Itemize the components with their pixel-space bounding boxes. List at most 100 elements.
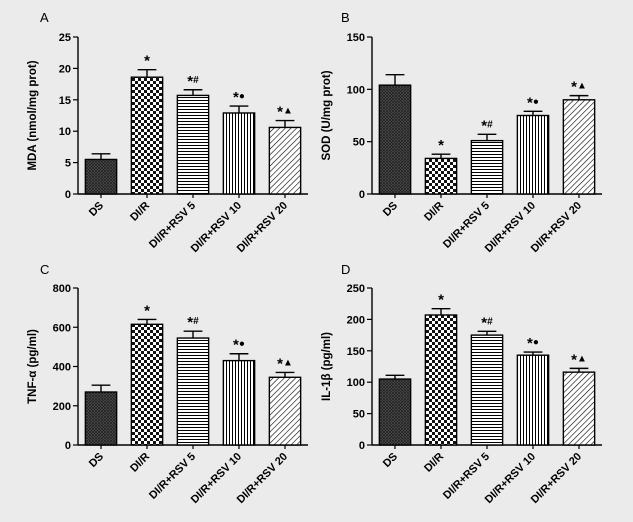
significance-star: *	[277, 355, 283, 372]
significance-symbol: ●	[239, 339, 245, 350]
panel-label: C	[40, 262, 49, 277]
significance-star: *	[144, 302, 150, 319]
significance-label: *●	[527, 335, 539, 352]
y-axis-title: TNF-α (pg/ml)	[27, 329, 39, 404]
category-label: DS	[87, 200, 106, 219]
significance-star: *	[233, 337, 239, 354]
bar	[130, 76, 164, 195]
category-label: DS	[381, 451, 400, 470]
bar	[268, 376, 302, 446]
y-tick-label: 50	[353, 409, 365, 421]
bar	[424, 157, 458, 195]
significance-symbol: ▲	[577, 81, 587, 92]
category-label: DI/R	[422, 451, 446, 475]
significance-symbol: #	[487, 119, 493, 130]
y-axis-title: MDA (nmol/mg prot)	[27, 60, 39, 170]
y-axis-title: SOD (U/mg prot)	[321, 70, 333, 160]
bar	[176, 94, 210, 195]
significance-symbol: ●	[533, 337, 539, 348]
y-tick-label: 800	[53, 283, 71, 295]
significance-symbol: #	[193, 316, 199, 327]
significance-star: *	[187, 73, 193, 90]
y-tick-label: 400	[53, 362, 71, 374]
significance-star: *	[527, 335, 533, 352]
significance-label: *●	[233, 337, 245, 354]
significance-label: *	[144, 53, 150, 70]
y-axis-title: IL-1β (pg/ml)	[321, 332, 333, 401]
category-label: DS	[381, 200, 400, 219]
y-tick-label: 200	[53, 401, 71, 413]
bar	[516, 114, 550, 195]
significance-symbol: ●	[239, 91, 245, 102]
panel-label: B	[341, 10, 350, 25]
significance-symbol: ●	[533, 96, 539, 107]
y-tick-label: 10	[59, 126, 71, 138]
significance-label: *#	[187, 73, 199, 90]
bar	[424, 314, 458, 446]
panel-label: D	[341, 262, 350, 277]
y-tick-label: 150	[347, 346, 365, 358]
significance-star: *	[527, 94, 533, 111]
significance-star: *	[277, 104, 283, 121]
significance-symbol: ▲	[283, 106, 293, 117]
y-tick-label: 0	[65, 440, 71, 452]
y-tick-label: 15	[59, 95, 71, 107]
significance-star: *	[438, 292, 444, 309]
significance-star: *	[187, 314, 193, 331]
significance-star: *	[571, 79, 577, 96]
bar	[516, 354, 550, 446]
y-tick-label: 600	[53, 322, 71, 334]
bar	[470, 139, 504, 195]
significance-symbol: #	[193, 75, 199, 86]
category-label: DI/R+RSV 5	[147, 451, 198, 502]
significance-symbol: #	[487, 316, 493, 327]
category-label: DI/R+RSV 5	[441, 200, 492, 251]
significance-star: *	[481, 117, 487, 134]
significance-label: *●	[233, 89, 245, 106]
bar	[562, 371, 596, 446]
significance-label: *#	[481, 314, 493, 331]
significance-star: *	[481, 314, 487, 331]
category-label: DI/R	[128, 200, 152, 224]
significance-star: *	[233, 89, 239, 106]
bar	[470, 334, 504, 446]
bar	[84, 391, 118, 446]
significance-label: *#	[187, 314, 199, 331]
y-tick-label: 150	[347, 32, 365, 44]
y-tick-label: 50	[353, 137, 365, 149]
y-tick-label: 0	[65, 189, 71, 201]
bar	[84, 158, 118, 195]
significance-label: *#	[481, 117, 493, 134]
y-tick-label: 250	[347, 283, 365, 295]
category-label: DI/R	[128, 451, 152, 475]
category-label: DI/R+RSV 5	[147, 200, 198, 251]
bar	[268, 126, 302, 195]
category-label: DI/R	[422, 200, 446, 224]
panel-label: A	[40, 10, 49, 25]
significance-star: *	[571, 351, 577, 368]
y-tick-label: 0	[359, 189, 365, 201]
bar	[378, 378, 412, 446]
significance-label: *▲	[571, 351, 587, 368]
bar	[562, 99, 596, 195]
bar	[378, 84, 412, 195]
significance-star: *	[144, 53, 150, 70]
category-label: DS	[87, 451, 106, 470]
y-tick-label: 0	[359, 440, 365, 452]
significance-label: *●	[527, 94, 539, 111]
significance-symbol: ▲	[283, 357, 293, 368]
bar	[222, 112, 256, 195]
y-tick-label: 100	[347, 377, 365, 389]
category-label: DI/R+RSV 5	[441, 451, 492, 502]
significance-label: *	[438, 292, 444, 309]
bar	[222, 359, 256, 446]
bar	[130, 323, 164, 446]
y-tick-label: 5	[65, 158, 71, 170]
significance-label: *▲	[277, 355, 293, 372]
y-tick-label: 20	[59, 63, 71, 75]
